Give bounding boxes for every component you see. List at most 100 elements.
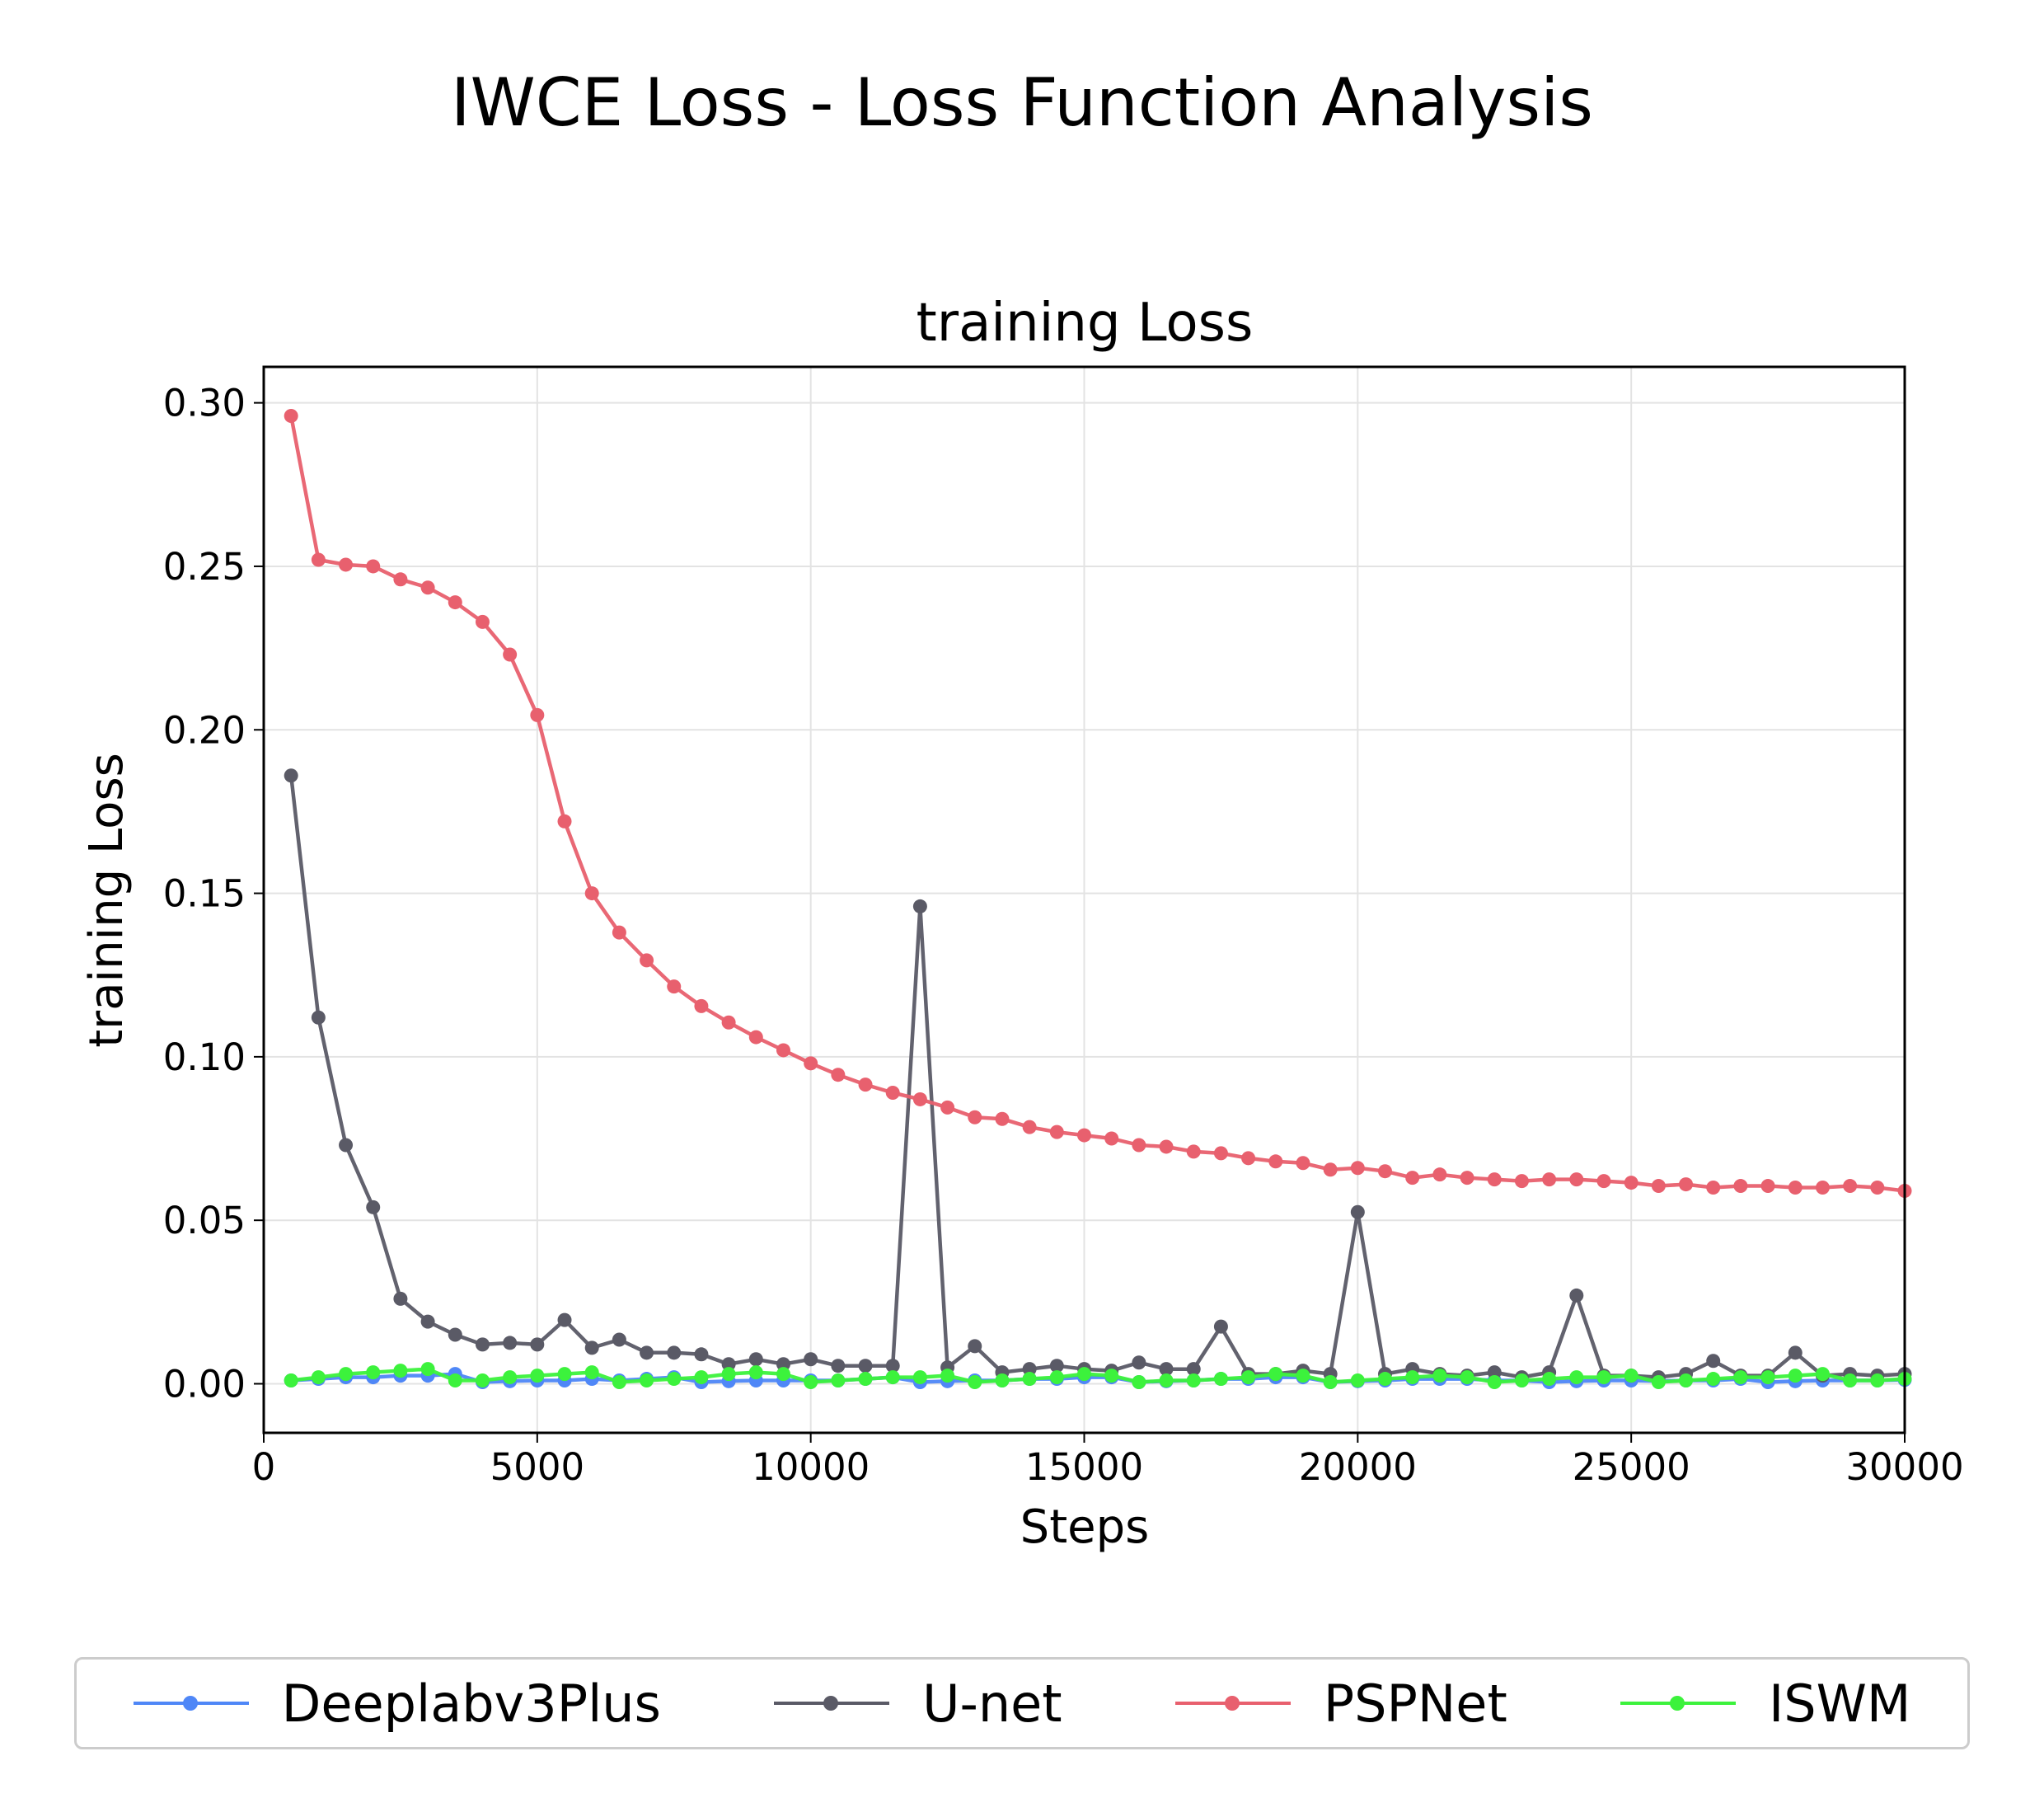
data-point-u-net — [284, 768, 298, 783]
data-point-iswm — [721, 1367, 736, 1382]
data-point-pspnet — [1268, 1154, 1283, 1169]
data-point-pspnet — [1706, 1181, 1721, 1195]
data-point-iswm — [1241, 1370, 1256, 1385]
data-point-pspnet — [1432, 1167, 1447, 1182]
data-point-u-net — [831, 1359, 846, 1373]
y-tick-label: 0.20 — [163, 708, 246, 752]
data-point-u-net — [1487, 1365, 1502, 1380]
data-point-iswm — [557, 1367, 572, 1382]
data-point-u-net — [530, 1337, 545, 1352]
data-point-pspnet — [1624, 1176, 1638, 1190]
legend-label: U-net — [922, 1673, 1062, 1734]
data-point-iswm — [448, 1373, 462, 1388]
data-point-iswm — [885, 1370, 900, 1385]
data-point-iswm — [1405, 1370, 1420, 1385]
x-axis-label: Steps — [1020, 1500, 1150, 1554]
data-point-pspnet — [831, 1068, 846, 1082]
data-point-iswm — [1022, 1372, 1037, 1387]
y-tick-label: 0.15 — [163, 872, 246, 916]
data-point-pspnet — [1049, 1124, 1064, 1139]
plot-lines — [284, 408, 1912, 1390]
data-point-iswm — [1186, 1373, 1201, 1388]
data-point-pspnet — [1679, 1177, 1694, 1192]
data-point-pspnet — [968, 1110, 982, 1124]
data-point-iswm — [584, 1365, 599, 1380]
data-point-iswm — [1487, 1375, 1502, 1390]
data-point-iswm — [1624, 1369, 1638, 1383]
data-point-u-net — [748, 1352, 763, 1367]
data-point-iswm — [776, 1367, 790, 1382]
figure-title: IWCE Loss - Loss Function Analysis — [451, 64, 1593, 141]
data-point-pspnet — [284, 408, 298, 423]
data-point-pspnet — [1132, 1138, 1146, 1153]
data-point-pspnet — [1241, 1151, 1256, 1166]
data-point-pspnet — [1378, 1164, 1393, 1179]
data-point-u-net — [1706, 1354, 1721, 1369]
data-point-iswm — [1159, 1373, 1174, 1388]
series-u-net — [284, 768, 1912, 1385]
data-point-iswm — [1132, 1375, 1146, 1390]
data-point-iswm — [804, 1375, 818, 1390]
data-point-pspnet — [1186, 1144, 1201, 1159]
data-point-pspnet — [1843, 1179, 1858, 1194]
data-point-pspnet — [503, 647, 518, 662]
y-tick-label: 0.25 — [163, 545, 246, 589]
data-point-iswm — [612, 1375, 626, 1390]
data-point-pspnet — [420, 580, 435, 595]
series-line-pspnet — [288, 416, 1906, 1193]
data-point-iswm — [1432, 1369, 1447, 1383]
data-point-iswm — [1104, 1369, 1119, 1383]
data-point-pspnet — [557, 814, 572, 829]
data-point-iswm — [1514, 1373, 1529, 1388]
data-point-iswm — [1815, 1367, 1830, 1382]
data-point-iswm — [1460, 1370, 1474, 1385]
data-point-pspnet — [448, 595, 462, 610]
data-point-u-net — [339, 1138, 354, 1153]
data-point-pspnet — [1487, 1172, 1502, 1187]
legend-item-u-net: U-net — [774, 1674, 1062, 1734]
y-tick-label: 0.00 — [163, 1363, 246, 1406]
data-point-u-net — [1159, 1362, 1174, 1377]
chart-title: training Loss — [917, 293, 1254, 354]
legend: Deeplabv3Plus U-net PSPNet ISWM — [74, 1657, 1970, 1749]
data-point-pspnet — [1733, 1179, 1748, 1194]
data-point-iswm — [1350, 1373, 1365, 1388]
data-point-pspnet — [804, 1056, 818, 1071]
data-point-pspnet — [912, 1092, 927, 1106]
data-point-iswm — [1706, 1372, 1721, 1387]
data-point-iswm — [1569, 1370, 1584, 1385]
data-point-pspnet — [584, 886, 599, 901]
data-point-u-net — [640, 1345, 654, 1360]
series-iswm — [284, 1362, 1912, 1390]
data-point-iswm — [530, 1369, 545, 1383]
data-point-iswm — [339, 1367, 354, 1382]
data-point-u-net — [1022, 1362, 1037, 1377]
data-point-pspnet — [1296, 1156, 1310, 1171]
data-point-pspnet — [1460, 1171, 1474, 1186]
data-point-pspnet — [366, 559, 381, 574]
data-point-u-net — [1788, 1345, 1803, 1360]
data-point-u-net — [721, 1357, 736, 1372]
legend-swatch — [1620, 1695, 1736, 1711]
data-point-u-net — [667, 1345, 682, 1360]
data-point-pspnet — [530, 707, 545, 722]
y-axis-label: training Loss — [80, 753, 134, 1048]
data-point-iswm — [858, 1372, 873, 1387]
data-point-pspnet — [1596, 1174, 1611, 1189]
series-line-u-net — [288, 775, 1906, 1379]
data-point-iswm — [1077, 1367, 1091, 1382]
data-point-iswm — [503, 1370, 518, 1385]
data-point-iswm — [968, 1375, 982, 1390]
data-point-pspnet — [1159, 1139, 1174, 1154]
data-point-u-net — [776, 1357, 790, 1372]
data-point-iswm — [694, 1370, 709, 1385]
data-point-u-net — [1132, 1355, 1146, 1370]
data-point-pspnet — [1788, 1181, 1803, 1195]
data-point-u-net — [694, 1347, 709, 1362]
y-tick-label: 0.05 — [163, 1199, 246, 1242]
legend-item-iswm: ISWM — [1620, 1674, 1910, 1734]
data-point-iswm — [748, 1365, 763, 1380]
data-point-u-net — [1049, 1359, 1064, 1373]
data-point-iswm — [1296, 1369, 1310, 1383]
